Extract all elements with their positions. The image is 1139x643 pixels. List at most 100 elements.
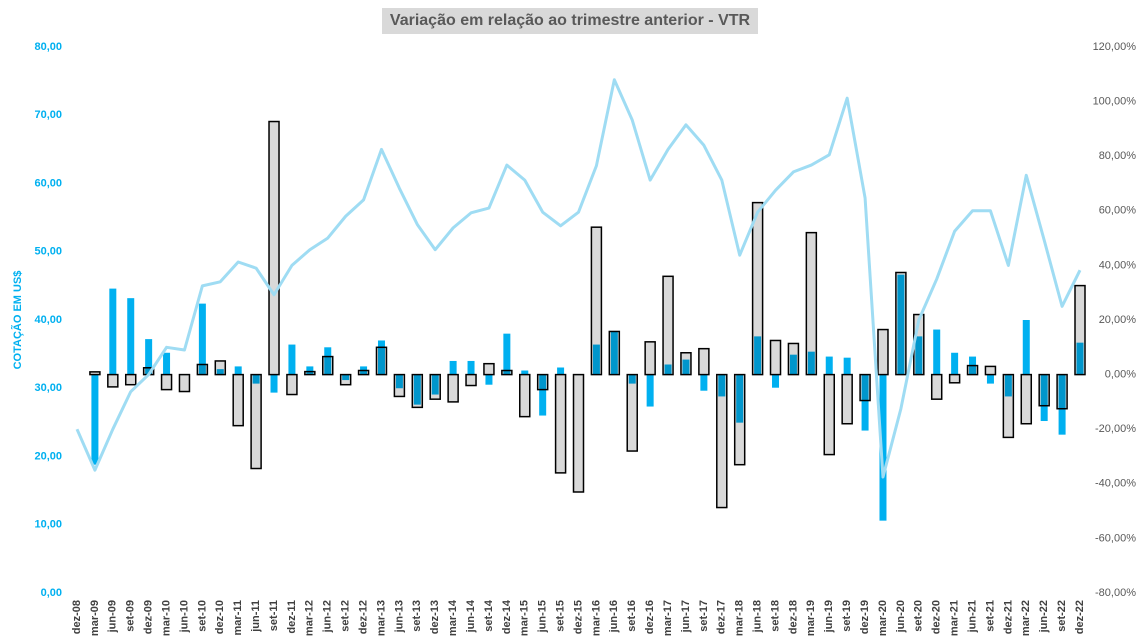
bar bbox=[232, 373, 244, 427]
y-tick-label: 60,00 bbox=[34, 177, 62, 189]
bar bbox=[252, 374, 260, 384]
x-tick-label: jun-17 bbox=[680, 600, 692, 633]
x-tick-label: dez-10 bbox=[214, 600, 226, 634]
x-tick-label: mar-18 bbox=[734, 600, 746, 636]
x-tick-label: dez-11 bbox=[286, 600, 298, 634]
bar bbox=[879, 374, 887, 521]
bar bbox=[447, 373, 459, 403]
x-tick-label: dez-21 bbox=[1002, 600, 1014, 634]
bar bbox=[843, 357, 851, 375]
bar bbox=[1020, 373, 1033, 425]
y2-tick-label: 60,00% bbox=[1099, 205, 1137, 217]
y2-tick-label: 120,00% bbox=[1093, 41, 1137, 53]
bar bbox=[503, 333, 511, 375]
x-tick-label: set-12 bbox=[340, 600, 352, 632]
x-tick-label: jun-14 bbox=[465, 599, 477, 633]
bar bbox=[948, 373, 961, 384]
y-axis-title: COTAÇÃO EM US$ bbox=[11, 271, 24, 370]
y-tick-label: 40,00 bbox=[34, 314, 62, 326]
chart-title: Variação em relação ao trimestre anterio… bbox=[390, 12, 751, 29]
bar bbox=[234, 366, 242, 375]
bar bbox=[644, 341, 656, 376]
x-tick-label: dez-12 bbox=[357, 600, 369, 634]
bar bbox=[1004, 374, 1012, 397]
bar bbox=[485, 374, 493, 385]
bar bbox=[984, 365, 997, 376]
bar bbox=[557, 367, 565, 375]
x-tick-label: dez-09 bbox=[143, 600, 155, 634]
bar bbox=[180, 374, 188, 376]
bar bbox=[483, 362, 495, 376]
x-tick-label: dez-14 bbox=[501, 599, 513, 634]
bar bbox=[718, 374, 726, 397]
x-tick-label: set-17 bbox=[698, 600, 710, 632]
bar bbox=[250, 373, 262, 470]
bar bbox=[89, 371, 101, 376]
bar bbox=[969, 356, 977, 375]
bar bbox=[395, 374, 403, 389]
y-tick-label: 50,00 bbox=[34, 246, 62, 258]
x-tick-label: dez-19 bbox=[859, 600, 871, 634]
x-tick-label: mar-13 bbox=[375, 600, 387, 636]
bar bbox=[610, 331, 618, 375]
bar bbox=[1040, 374, 1048, 422]
bar bbox=[413, 374, 421, 405]
y2-tick-label: 40,00% bbox=[1099, 259, 1137, 271]
bar bbox=[861, 374, 869, 431]
x-tick-label: set-15 bbox=[554, 600, 566, 632]
x-tick-label: mar-17 bbox=[662, 600, 674, 636]
x-tick-label: jun-15 bbox=[537, 600, 549, 633]
y-tick-label: 0,00 bbox=[41, 587, 62, 599]
x-tick-label: set-16 bbox=[626, 600, 638, 632]
bar bbox=[377, 340, 385, 375]
x-tick-label: jun-18 bbox=[752, 600, 764, 633]
x-tick-label: set-11 bbox=[268, 600, 280, 631]
x-tick-label: jun-20 bbox=[895, 600, 907, 633]
bar bbox=[554, 373, 567, 474]
bar bbox=[933, 329, 941, 375]
bar bbox=[306, 366, 314, 375]
bar bbox=[465, 373, 477, 387]
x-tick-label: set-13 bbox=[411, 600, 423, 632]
bar bbox=[324, 347, 332, 375]
bar bbox=[897, 274, 905, 375]
bar bbox=[1022, 320, 1030, 375]
bar bbox=[286, 373, 298, 396]
x-tick-label: set-18 bbox=[769, 600, 781, 632]
bar bbox=[754, 336, 762, 375]
bar bbox=[91, 374, 99, 465]
x-tick-label: mar-09 bbox=[89, 600, 101, 636]
x-tick-label: set-21 bbox=[984, 600, 996, 632]
bar bbox=[163, 352, 171, 375]
y2-tick-label: -20,00% bbox=[1095, 423, 1136, 435]
x-tick-label: mar-20 bbox=[877, 600, 889, 636]
bar bbox=[951, 352, 959, 375]
x-tick-label: mar-14 bbox=[447, 599, 459, 636]
y2-tick-label: -80,00% bbox=[1095, 587, 1136, 599]
x-tick-label: mar-15 bbox=[519, 600, 531, 636]
bar bbox=[823, 373, 835, 456]
x-tick-label: dez-20 bbox=[931, 600, 943, 634]
bar bbox=[109, 288, 117, 375]
x-tick-label: dez-16 bbox=[644, 600, 656, 634]
bar bbox=[930, 373, 943, 400]
bar bbox=[572, 373, 585, 493]
line bbox=[75, 78, 1082, 479]
bar bbox=[160, 373, 173, 391]
bar bbox=[646, 374, 654, 407]
y2-tick-label: -60,00% bbox=[1095, 532, 1136, 544]
bar bbox=[360, 366, 368, 375]
x-tick-label: dez-15 bbox=[572, 600, 584, 634]
bar bbox=[145, 339, 153, 375]
x-tick-label: jun-10 bbox=[178, 600, 190, 633]
bar bbox=[700, 374, 708, 391]
bar bbox=[1058, 374, 1066, 435]
x-tick-label: mar-11 bbox=[232, 600, 244, 635]
bar bbox=[519, 373, 531, 418]
bar bbox=[288, 344, 296, 375]
x-tick-label: dez-08 bbox=[71, 600, 83, 634]
x-tick-label: dez-13 bbox=[429, 600, 441, 634]
y2-tick-label: 20,00% bbox=[1099, 314, 1137, 326]
x-tick-label: set-09 bbox=[125, 600, 137, 632]
